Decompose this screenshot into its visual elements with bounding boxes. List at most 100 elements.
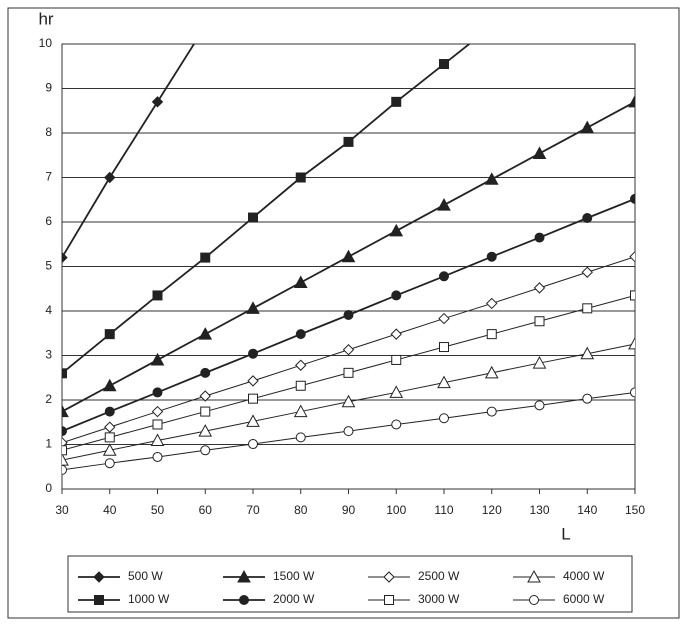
data-point	[534, 232, 545, 243]
legend-label: 500 W	[128, 569, 163, 583]
data-point	[341, 394, 356, 408]
data-point	[630, 387, 635, 398]
data-point	[295, 359, 307, 371]
data-point	[152, 387, 163, 398]
data-point	[247, 375, 259, 387]
legend-marker	[527, 569, 541, 583]
data-point	[343, 310, 354, 321]
x-tick-label: 150	[625, 503, 645, 517]
data-point	[200, 445, 211, 456]
data-point	[246, 414, 260, 427]
legend-box	[67, 555, 633, 613]
data-point	[390, 328, 402, 340]
y-tick-label: 6	[45, 214, 52, 228]
data-point	[439, 342, 449, 353]
legend-label: 4000 W	[563, 569, 605, 583]
legend-label: 3000 W	[418, 592, 460, 606]
data-point	[152, 419, 163, 430]
y-tick-label: 3	[45, 348, 52, 362]
x-tick-label: 30	[55, 503, 69, 517]
legend-marker	[384, 595, 394, 605]
data-point	[486, 329, 497, 340]
data-point	[62, 368, 67, 379]
data-point	[248, 348, 258, 359]
data-point	[62, 437, 68, 449]
data-point	[62, 251, 68, 264]
legend-label: 1500 W	[273, 569, 315, 583]
data-point	[343, 367, 354, 378]
data-point	[150, 352, 165, 366]
data-point	[104, 432, 115, 443]
x-tick-label: 60	[199, 503, 213, 517]
data-point	[102, 443, 117, 456]
data-point	[437, 375, 451, 389]
plot-area	[62, 21, 635, 475]
legend-label: 2000 W	[273, 592, 315, 606]
y-axis-title: hr	[38, 9, 53, 28]
data-point	[151, 96, 164, 108]
data-point	[630, 290, 635, 301]
data-point	[532, 356, 547, 369]
legend-label: 2500 W	[418, 569, 460, 583]
data-point	[580, 346, 595, 360]
data-point	[534, 400, 545, 411]
data-point	[295, 432, 306, 443]
x-tick-label: 80	[294, 503, 308, 517]
legend-label: 1000 W	[128, 592, 170, 606]
data-point	[295, 329, 306, 340]
data-point	[343, 426, 354, 437]
y-tick-label: 2	[45, 392, 52, 406]
data-point	[341, 249, 356, 263]
data-point	[62, 464, 67, 475]
data-point	[629, 251, 635, 263]
y-tick-label: 9	[45, 81, 52, 95]
x-tick-label: 110	[434, 503, 453, 517]
data-point	[200, 406, 211, 417]
y-tick-label: 4	[45, 303, 52, 317]
x-tick-label: 50	[151, 503, 165, 517]
data-point	[342, 344, 355, 356]
legend-marker	[383, 571, 395, 583]
data-point	[200, 367, 211, 378]
data-point	[532, 146, 547, 159]
data-point	[151, 405, 164, 418]
data-point	[484, 365, 499, 379]
data-point	[439, 59, 449, 70]
data-point	[389, 223, 404, 237]
data-point	[533, 282, 546, 294]
data-point	[437, 198, 451, 211]
data-point	[582, 303, 593, 314]
data-point	[293, 275, 308, 289]
data-point	[486, 406, 497, 417]
data-point	[581, 266, 593, 278]
data-point	[62, 445, 67, 456]
data-point	[628, 336, 635, 350]
data-point	[200, 21, 210, 31]
series-line	[62, 44, 196, 259]
data-point	[248, 212, 258, 223]
data-point	[582, 212, 593, 223]
x-tick-label: 120	[482, 503, 502, 517]
legend-marker	[529, 595, 539, 605]
data-point	[582, 393, 593, 404]
data-point	[152, 451, 163, 462]
data-point	[343, 136, 354, 147]
data-point	[246, 301, 260, 314]
data-point	[104, 406, 115, 417]
y-tick-label: 5	[45, 259, 52, 273]
data-point	[62, 426, 67, 437]
x-tick-label: 70	[246, 503, 260, 517]
x-tick-label: 90	[342, 503, 356, 517]
y-tick-label: 0	[45, 481, 52, 495]
y-tick-label: 10	[39, 36, 53, 50]
data-point	[439, 413, 449, 424]
series-line	[62, 44, 471, 374]
data-point	[295, 172, 306, 183]
data-point	[484, 172, 499, 185]
legend-marker	[93, 571, 105, 583]
data-point	[104, 458, 115, 469]
x-tick-label: 140	[577, 503, 597, 517]
data-point	[630, 193, 635, 204]
data-point	[486, 297, 498, 310]
